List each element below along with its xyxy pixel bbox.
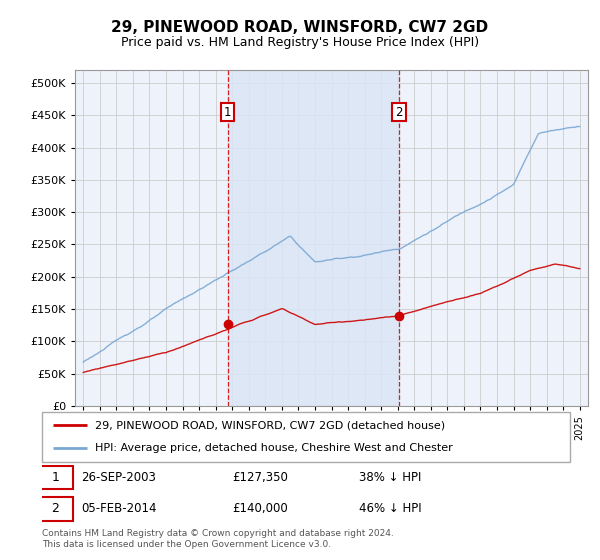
Text: 2: 2 [51, 502, 59, 515]
Text: 29, PINEWOOD ROAD, WINSFORD, CW7 2GD (detached house): 29, PINEWOOD ROAD, WINSFORD, CW7 2GD (de… [95, 420, 445, 430]
FancyBboxPatch shape [37, 466, 73, 489]
Text: Contains HM Land Registry data © Crown copyright and database right 2024.
This d: Contains HM Land Registry data © Crown c… [42, 529, 394, 549]
Text: Price paid vs. HM Land Registry's House Price Index (HPI): Price paid vs. HM Land Registry's House … [121, 36, 479, 49]
Text: HPI: Average price, detached house, Cheshire West and Chester: HPI: Average price, detached house, Ches… [95, 444, 452, 454]
Text: 26-SEP-2003: 26-SEP-2003 [82, 471, 157, 484]
FancyBboxPatch shape [37, 497, 73, 521]
Bar [228, 70, 399, 406]
Text: £127,350: £127,350 [232, 471, 288, 484]
FancyBboxPatch shape [42, 412, 570, 462]
Text: 46% ↓ HPI: 46% ↓ HPI [359, 502, 421, 515]
Text: 1: 1 [224, 105, 232, 119]
Text: 29, PINEWOOD ROAD, WINSFORD, CW7 2GD: 29, PINEWOOD ROAD, WINSFORD, CW7 2GD [112, 20, 488, 35]
Text: 2: 2 [395, 105, 403, 119]
Text: 05-FEB-2014: 05-FEB-2014 [82, 502, 157, 515]
Text: £140,000: £140,000 [232, 502, 288, 515]
Text: 1: 1 [51, 471, 59, 484]
Text: 38% ↓ HPI: 38% ↓ HPI [359, 471, 421, 484]
